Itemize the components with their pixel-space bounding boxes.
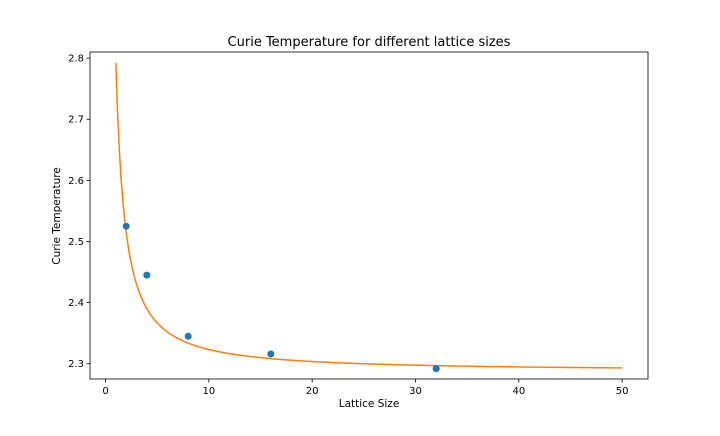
x-tick-label: 20 bbox=[306, 386, 319, 397]
chart-title: Curie Temperature for different lattice … bbox=[228, 35, 511, 50]
x-axis-label: Lattice Size bbox=[339, 398, 400, 410]
data-point bbox=[432, 365, 440, 373]
y-tick-label: 2.7 bbox=[68, 115, 84, 126]
data-point bbox=[143, 271, 151, 279]
y-axis-label: Curie Temperature bbox=[51, 167, 63, 265]
data-point bbox=[184, 332, 192, 340]
y-tick-label: 2.4 bbox=[68, 298, 84, 309]
x-tick-label: 0 bbox=[102, 386, 108, 397]
x-tick-label: 30 bbox=[409, 386, 422, 397]
y-tick-label: 2.3 bbox=[68, 359, 84, 370]
data-point bbox=[122, 222, 130, 230]
y-tick-label: 2.5 bbox=[68, 237, 84, 248]
data-point bbox=[267, 350, 275, 358]
y-tick-label: 2.6 bbox=[68, 176, 84, 187]
y-tick-label: 2.8 bbox=[68, 54, 84, 65]
x-tick-label: 50 bbox=[616, 386, 629, 397]
plot-area: 0 10 20 30 40 50 2.3 2.4 2.5 2.6 2.7 2.8 bbox=[68, 51, 649, 397]
x-tick-label: 10 bbox=[202, 386, 215, 397]
axes-frame bbox=[89, 51, 649, 380]
fit-curve-line bbox=[115, 62, 623, 369]
x-tick-label: 40 bbox=[512, 386, 525, 397]
